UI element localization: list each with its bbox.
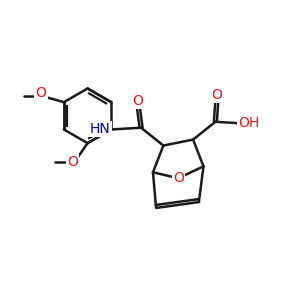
- Text: HN: HN: [90, 122, 110, 136]
- Text: OH: OH: [238, 116, 259, 130]
- Text: O: O: [133, 94, 143, 108]
- Text: O: O: [173, 171, 184, 185]
- Text: O: O: [36, 86, 46, 100]
- Text: O: O: [212, 88, 222, 102]
- Text: O: O: [67, 155, 78, 170]
